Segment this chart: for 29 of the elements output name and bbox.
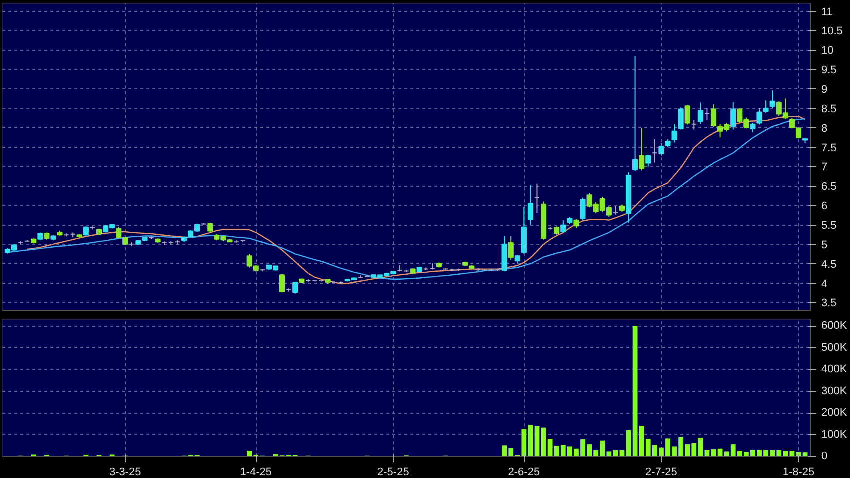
y-tick-label: 6	[822, 200, 828, 213]
x-tick-label: 2-7-25	[646, 466, 678, 478]
y-tick-label: 0	[822, 450, 828, 462]
y-tick-label: 6.5	[822, 181, 837, 194]
y-tick-label: 100K	[822, 428, 848, 441]
y-tick-label: 8.5	[822, 103, 837, 116]
x-tick-label: 2-6-25	[508, 466, 540, 478]
y-tick-label: 9.5	[822, 64, 837, 77]
y-tick-label: 400K	[822, 364, 848, 376]
y-tick-label: 10	[822, 45, 834, 58]
y-tick-label: 4.5	[822, 258, 837, 271]
y-tick-label: 11	[822, 6, 833, 18]
y-tick-label: 10.5	[822, 26, 843, 38]
y-tick-label: 9	[822, 84, 828, 96]
y-tick-label: 300K	[822, 385, 848, 398]
y-tick-label: 8	[822, 122, 828, 135]
x-tick-label: 1-8-25	[782, 466, 815, 478]
y-tick-label: 5.5	[822, 220, 837, 232]
y-tick-label: 200K	[822, 407, 848, 420]
x-tick-label: 1-4-25	[240, 466, 272, 478]
y-tick-label: 4	[822, 278, 828, 290]
y-tick-label: 5	[822, 239, 828, 252]
y-tick-label: 7	[822, 162, 828, 174]
y-tick-label: 3.5	[822, 298, 837, 310]
x-tick-label: 3-3-25	[110, 466, 142, 478]
y-tick-label: 7.5	[822, 142, 837, 154]
y-tick-label: 600K	[822, 320, 848, 332]
y-tick-label: 500K	[822, 342, 848, 354]
x-tick-label: 2-5-25	[378, 466, 410, 478]
